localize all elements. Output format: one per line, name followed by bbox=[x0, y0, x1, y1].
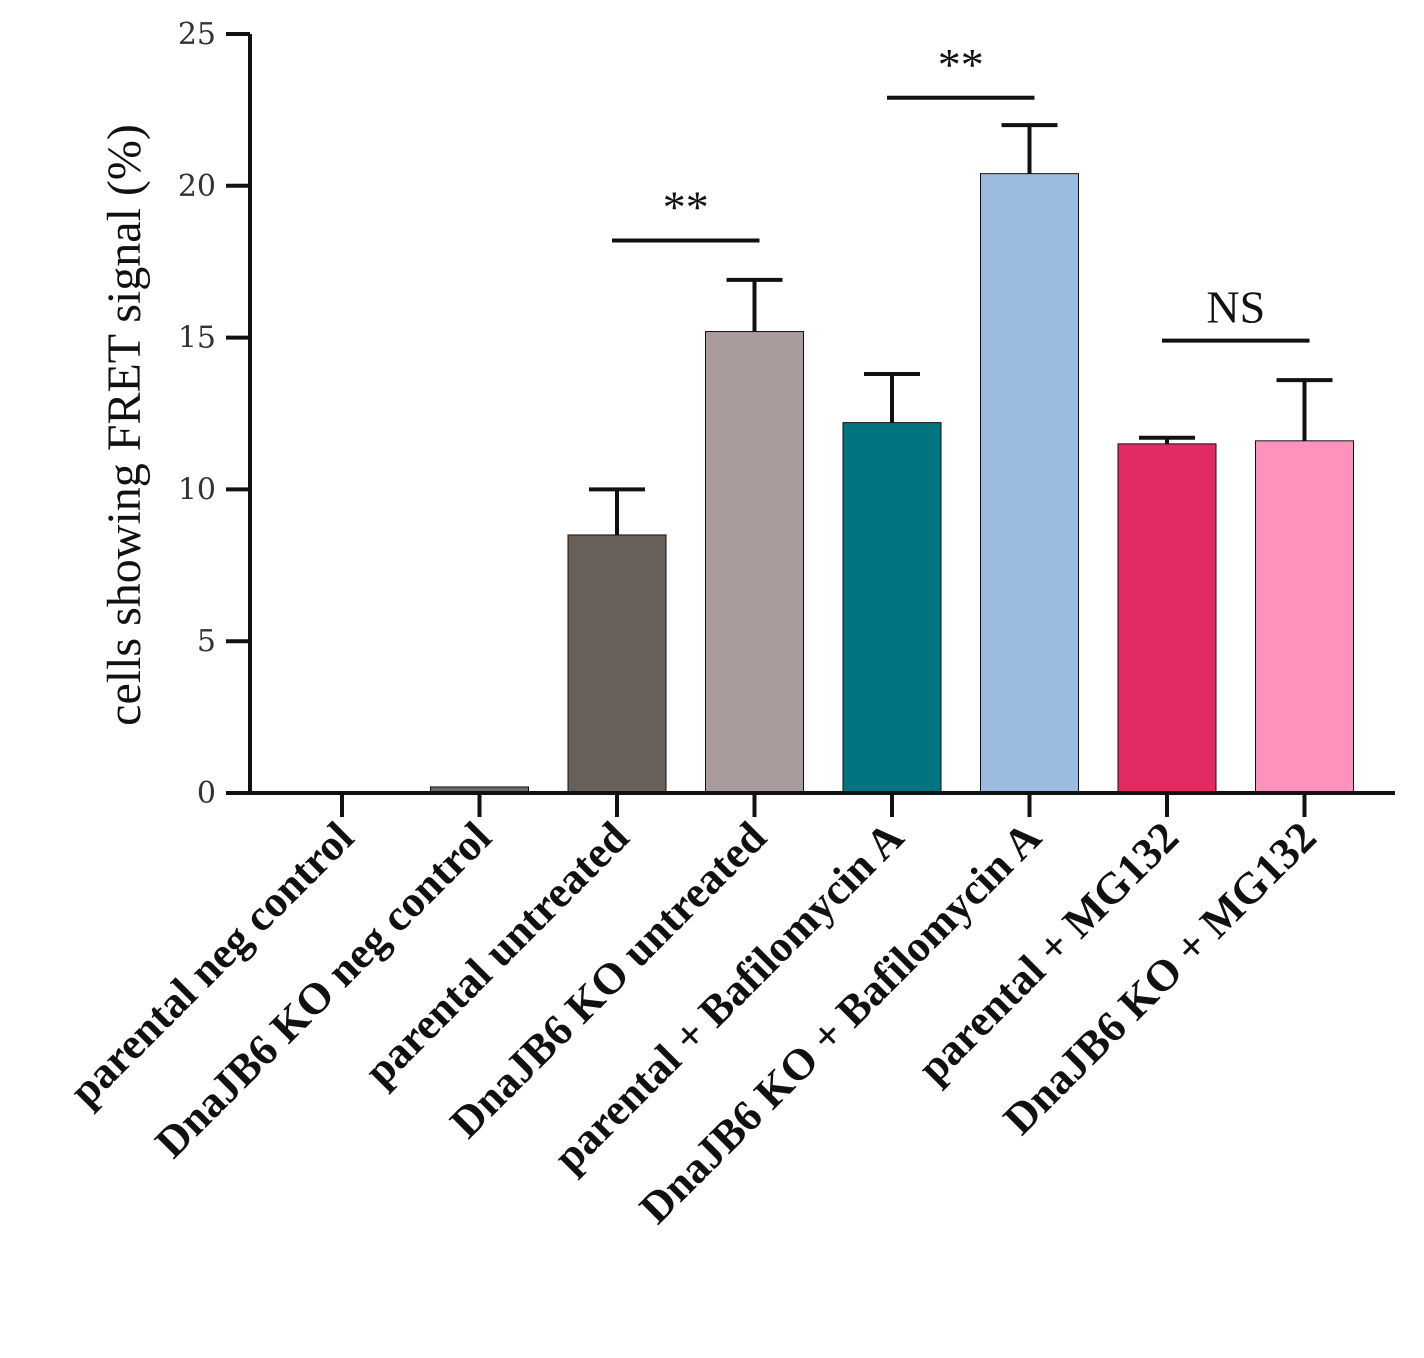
bar-4 bbox=[705, 331, 804, 794]
y-tick-label-0: 0 bbox=[197, 776, 216, 811]
significance-label-2: ** bbox=[938, 39, 984, 90]
x-label-3: parental untreated bbox=[355, 812, 638, 1095]
y-tick-label-5: 5 bbox=[197, 624, 216, 659]
significance-label-3: NS bbox=[1206, 282, 1265, 333]
error-bars-group bbox=[589, 123, 1333, 535]
y-tick-label-20: 20 bbox=[178, 169, 216, 204]
x-label-7: parental + MG132 bbox=[908, 812, 1188, 1092]
bar-6 bbox=[980, 173, 1079, 794]
bar-8 bbox=[1255, 440, 1354, 794]
y-tick-label-10: 10 bbox=[178, 472, 216, 507]
y-axis-title: cells showing FRET signal (%) bbox=[98, 124, 151, 726]
y-tick-label-25: 25 bbox=[178, 17, 216, 52]
axes-group: 0 5 10 15 20 25 bbox=[178, 17, 1395, 817]
y-tick-label-15: 15 bbox=[178, 321, 216, 356]
bar-3 bbox=[567, 534, 667, 794]
bar-5 bbox=[842, 422, 942, 794]
bar-7 bbox=[1117, 443, 1217, 794]
significance-group: ** ** NS bbox=[612, 39, 1310, 343]
bars-group bbox=[430, 173, 1354, 794]
significance-label-1: ** bbox=[663, 181, 709, 232]
y-axis-title-group: cells showing FRET signal (%) bbox=[98, 124, 151, 726]
